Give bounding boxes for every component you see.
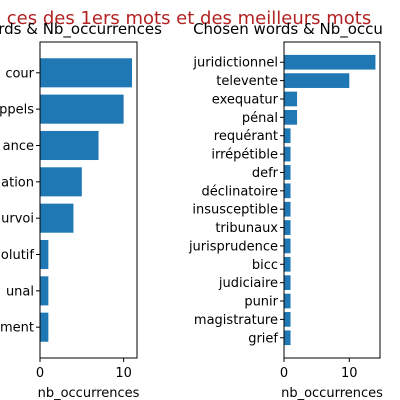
figure-suptitle: ces des 1ers mots et des meilleurs mots	[7, 8, 371, 29]
category-label: insusceptible	[192, 203, 278, 218]
right-chart-panel: Chosen words & Nb_occu juridictionnel tele…	[188, 20, 383, 400]
category-label: juridictionnel	[192, 56, 278, 71]
bar-8	[284, 201, 291, 217]
bar-6	[284, 165, 291, 180]
bar-11	[284, 256, 291, 272]
bar-15	[284, 330, 291, 346]
axes-frame	[39, 41, 138, 359]
bar-5	[284, 146, 291, 162]
category-label: olutif	[1, 248, 35, 263]
category-label: irrépétible	[211, 148, 278, 163]
chart-title: Chosen words & Nb_occu	[193, 20, 383, 39]
category-label: bicc	[252, 258, 278, 273]
category-label: grief	[248, 331, 278, 346]
bar-1	[284, 73, 350, 88]
bar-6	[40, 276, 49, 306]
bar-10	[284, 238, 291, 254]
category-label: judiciaire	[218, 276, 278, 291]
x-axis-label: nb_occurrences	[38, 386, 140, 400]
x-tick-label: 10	[115, 366, 132, 381]
bar-4	[40, 203, 74, 233]
category-label: punir	[244, 295, 278, 310]
x-tick-label: 0	[36, 366, 44, 381]
bar-1	[40, 94, 124, 124]
x-axis-label: nb_occurrences	[281, 386, 383, 400]
category-label: ance	[3, 139, 34, 154]
x-tick-label: 10	[341, 366, 358, 381]
category-label: ppels	[0, 103, 34, 118]
category-label: ation	[1, 175, 34, 190]
bar-2	[284, 91, 298, 107]
category-label: televente	[216, 74, 278, 89]
category-label: exequatur	[212, 92, 279, 107]
x-tick-label: 0	[280, 366, 288, 381]
category-label: déclinatoire	[201, 184, 278, 199]
axes-frame	[283, 41, 381, 359]
category-label: jurisprudence	[188, 239, 278, 254]
bar-3	[284, 109, 298, 125]
bar-3	[40, 167, 82, 197]
bar-0	[40, 58, 132, 88]
chart-title: t words & Nb_occurrences	[0, 20, 162, 39]
bar-12	[284, 275, 291, 291]
bar-4	[284, 128, 291, 144]
category-label: unal	[6, 284, 34, 299]
bar-14	[284, 312, 291, 327]
category-label: magistrature	[194, 313, 278, 328]
category-label: cour	[5, 66, 34, 81]
category-label: requérant	[214, 129, 278, 144]
bar-2	[40, 130, 99, 161]
category-label: pénal	[242, 111, 278, 126]
bar-13	[284, 293, 291, 309]
bar-5	[40, 239, 49, 270]
bar-0	[284, 54, 376, 70]
category-label: urvoi	[1, 212, 34, 227]
category-label: tribunaux	[215, 221, 278, 236]
bar-7	[40, 312, 49, 342]
bar-9	[284, 220, 291, 235]
bar-7	[284, 183, 291, 199]
category-label: defr	[252, 166, 279, 181]
category-label: ment	[0, 321, 34, 336]
